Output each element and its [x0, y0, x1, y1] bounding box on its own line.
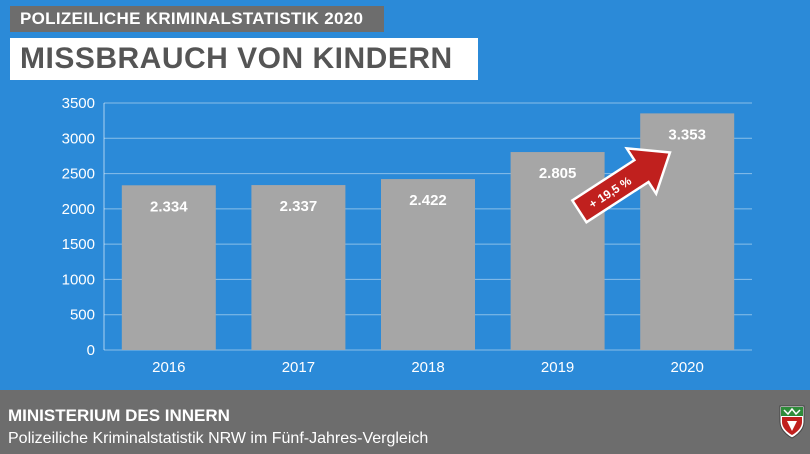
y-tick-label: 1000: [62, 271, 95, 288]
kicker-label: POLIZEILICHE KRIMINALSTATISTIK 2020: [10, 6, 384, 32]
y-tick-label: 1500: [62, 236, 95, 253]
x-tick-label: 2020: [671, 359, 704, 376]
arrow-shape: [570, 146, 672, 224]
ministry-name: MINISTERIUM DES INNERN: [8, 406, 230, 425]
data-label: 2.805: [539, 165, 577, 182]
bar: [510, 152, 605, 350]
x-tick-label: 2017: [282, 359, 315, 376]
nrw-crest-icon: [779, 405, 805, 439]
footer-bar: MINISTERIUM DES INNERN Polizeiliche Krim…: [0, 390, 810, 454]
footer-subtitle: Polizeiliche Kriminalstatistik NRW im Fü…: [8, 430, 429, 447]
bar: [381, 179, 475, 350]
y-tick-label: 500: [70, 307, 95, 324]
bar: [251, 185, 346, 350]
y-tick-label: 2000: [62, 201, 95, 218]
x-tick-label: 2018: [411, 359, 444, 376]
y-tick-label: 2500: [62, 166, 95, 183]
x-tick-label: 2016: [152, 359, 185, 376]
data-label: 3.353: [668, 126, 706, 143]
x-tick-label: 2019: [541, 359, 574, 376]
bar-chart: 0 500 1000 1500 2000 2500 3000 3500 2.334 2016 2.3…: [62, 95, 752, 376]
data-label: 2.334: [150, 198, 188, 215]
data-label: 2.337: [280, 198, 318, 215]
y-tick-label: 3000: [62, 130, 95, 147]
y-tick-label: 3500: [62, 95, 95, 112]
bar: [640, 113, 735, 351]
page-title: MISSBRAUCH VON KINDERN: [10, 38, 478, 80]
bar: [121, 185, 216, 350]
data-label: 2.422: [409, 192, 447, 209]
y-tick-label: 0: [87, 342, 95, 359]
